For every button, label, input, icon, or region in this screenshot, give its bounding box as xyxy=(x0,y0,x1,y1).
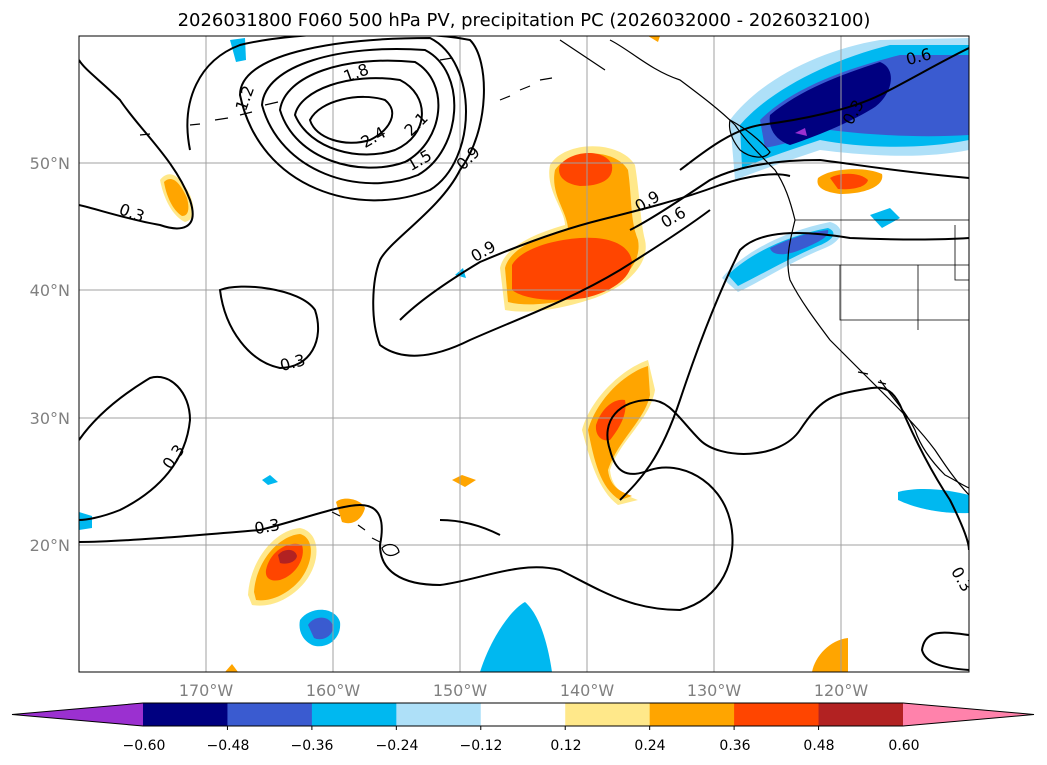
contour-1-8 xyxy=(278,59,440,169)
colorbar-extend-min xyxy=(12,703,143,726)
colorbar-segment xyxy=(734,703,820,726)
pos-anomaly-spot-2-core xyxy=(830,173,868,190)
colorbar-segment xyxy=(227,703,313,726)
pv-contours xyxy=(79,36,969,671)
map-panel: 1.8 1.2 2.4 2.1 1.5 0.9 0.3 0.9 0.6 0.9 … xyxy=(78,35,970,673)
lon-label: 150°W xyxy=(433,681,488,700)
colorbar-tick-label: −0.48 xyxy=(207,738,250,754)
lat-label: 20°N xyxy=(30,536,70,555)
gridlines xyxy=(79,36,969,672)
state-borders xyxy=(790,219,969,330)
coastline-alaska-islands xyxy=(439,39,606,101)
colorbar-tick-label: 0.24 xyxy=(634,738,665,754)
colorbar-segment xyxy=(565,703,651,726)
lon-label: 130°W xyxy=(687,681,742,700)
lon-label: 120°W xyxy=(814,681,869,700)
contour-2-1 xyxy=(293,77,423,156)
neg-anomaly-west-coast-strong xyxy=(770,230,829,255)
colorbar-segments xyxy=(11,702,1035,730)
neg-anomaly-pacific-nw-core xyxy=(769,62,891,145)
neg-anomaly-spot-6 xyxy=(79,512,92,530)
colorbar-segment xyxy=(818,703,904,726)
colorbar-tick-label: −0.36 xyxy=(291,738,334,754)
colorbar-outline xyxy=(11,702,1035,727)
lon-label: 170°W xyxy=(179,681,234,700)
lon-label: 140°W xyxy=(560,681,615,700)
colorbar-tick-label: 0.60 xyxy=(888,738,919,754)
lat-axis-labels: 50°N 40°N 30°N 20°N xyxy=(30,154,70,555)
colorbar-ticks: −0.60 −0.48 −0.36 −0.24 −0.12 0.12 0.24 … xyxy=(123,738,920,754)
lon-label: 160°W xyxy=(306,681,361,700)
colorbar-tick-label: −0.60 xyxy=(123,738,166,754)
colorbar-tick-label: −0.24 xyxy=(376,738,419,754)
colorbar-tick-label: −0.12 xyxy=(460,738,503,754)
neg-anomaly-spot-1 xyxy=(870,208,900,228)
contour-0-6 xyxy=(619,47,969,501)
neg-anomaly-spot-7 xyxy=(262,475,278,485)
pos-anomaly-arc-orange xyxy=(588,366,650,500)
colorbar-tick-label: 0.12 xyxy=(550,738,581,754)
contour-0-3-south xyxy=(79,375,969,671)
neg-anomaly-pacific-nw-peak xyxy=(795,128,807,136)
pos-anomaly-plume-red xyxy=(512,237,632,300)
pos-anomaly-hawaii-core xyxy=(278,549,297,564)
contour-label: 0.3 xyxy=(253,515,281,538)
colorbar-segment xyxy=(311,703,397,726)
lon-axis-labels: 170°W 160°W 150°W 140°W 130°W 120°W xyxy=(179,681,869,700)
figure-title: 2026031800 F060 500 hPa PV, precipitatio… xyxy=(178,10,871,31)
lat-label: 50°N xyxy=(30,154,70,173)
neg-anomaly-spot-3 xyxy=(480,602,552,672)
contour-1-2 xyxy=(238,36,467,202)
contour-2-4 xyxy=(308,96,394,144)
coastline-hawaii xyxy=(331,511,400,557)
coastline-baja xyxy=(879,379,969,489)
neg-anomaly-spot-4-core xyxy=(308,617,334,640)
contour-0-9-south xyxy=(399,173,791,321)
lat-label: 40°N xyxy=(30,281,70,300)
contour-0-3-loop xyxy=(218,285,320,370)
colorbar: −0.60 −0.48 −0.36 −0.24 −0.12 0.12 0.24 … xyxy=(11,702,1035,754)
colorbar-segment xyxy=(480,703,566,726)
pos-anomaly-plume-north-red xyxy=(559,152,613,186)
pos-anomaly-spot-5 xyxy=(812,638,848,672)
colorbar-tick-label: 0.36 xyxy=(719,738,750,754)
pos-anomaly-spot-1-core xyxy=(164,179,189,216)
colorbar-tick-label: 0.48 xyxy=(803,738,834,754)
colorbar-segment xyxy=(396,703,482,726)
lat-label: 30°N xyxy=(30,409,70,428)
contour-0-9-north xyxy=(186,36,711,357)
pos-anomaly-spot-6 xyxy=(225,664,238,672)
contour-1-5 xyxy=(260,48,456,185)
coastline-channel-islands xyxy=(857,371,887,385)
precip-shading xyxy=(79,36,969,672)
colorbar-extend-max xyxy=(903,703,1034,726)
contour-0-3-nw xyxy=(79,59,194,230)
colorbar-segment xyxy=(143,703,228,726)
pos-anomaly-spot-4 xyxy=(452,475,476,487)
neg-anomaly-spot-2 xyxy=(898,488,969,514)
pos-anomaly-spot-7 xyxy=(648,36,660,42)
map-frame xyxy=(78,35,970,673)
colorbar-segment xyxy=(649,703,735,726)
